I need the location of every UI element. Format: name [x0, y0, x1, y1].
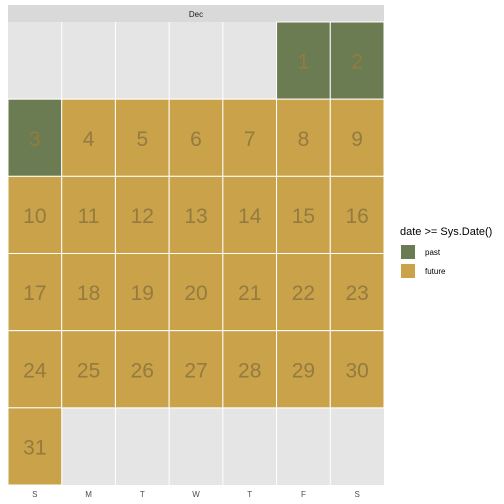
- legend-key-future: [400, 263, 416, 279]
- facet-strip: [8, 5, 384, 22]
- weekday-label-4: T: [247, 490, 252, 499]
- day-tile-3: [7, 98, 63, 177]
- legend-label-past: past: [425, 247, 441, 257]
- day-number-6: 6: [190, 128, 202, 151]
- day-number-21: 21: [238, 282, 261, 305]
- day-number-7: 7: [244, 128, 256, 151]
- legend-label-future: future: [425, 266, 446, 276]
- day-tile-26: [114, 330, 170, 409]
- day-number-12: 12: [131, 205, 154, 228]
- day-tile-23: [329, 253, 385, 332]
- weekday-label-5: F: [301, 490, 306, 499]
- day-tile-15: [276, 175, 331, 254]
- day-number-28: 28: [238, 359, 261, 382]
- weekday-label-3: W: [192, 490, 200, 499]
- day-number-24: 24: [23, 359, 47, 382]
- day-number-29: 29: [292, 359, 315, 382]
- day-number-15: 15: [292, 205, 315, 228]
- day-number-17: 17: [23, 282, 46, 305]
- day-number-11: 11: [78, 205, 100, 228]
- day-number-18: 18: [77, 282, 100, 305]
- day-tile-2: [329, 21, 385, 100]
- day-tile-10: [7, 175, 63, 254]
- legend-title: date >= Sys.Date(): [400, 226, 493, 238]
- day-tile-7: [222, 98, 278, 177]
- day-tile-20: [168, 253, 224, 332]
- day-number-22: 22: [292, 282, 315, 305]
- day-number-1: 1: [298, 51, 310, 74]
- day-tile-16: [329, 175, 385, 254]
- day-tile-24: [7, 330, 63, 409]
- day-tile-8: [276, 98, 331, 177]
- day-number-27: 27: [184, 359, 207, 382]
- day-tile-9: [329, 98, 385, 177]
- day-number-4: 4: [83, 128, 95, 151]
- day-tile-4: [61, 98, 116, 177]
- weekday-label-2: T: [140, 490, 145, 499]
- day-number-14: 14: [238, 205, 262, 228]
- day-number-9: 9: [351, 128, 363, 151]
- facet-strip-label: Dec: [189, 10, 203, 19]
- day-number-16: 16: [345, 205, 368, 228]
- day-number-26: 26: [131, 359, 154, 382]
- weekday-label-0: S: [32, 490, 37, 499]
- day-number-20: 20: [184, 282, 207, 305]
- day-tile-11: [61, 175, 116, 254]
- day-tile-31: [7, 407, 63, 486]
- day-number-8: 8: [298, 128, 310, 151]
- day-tile-1: [276, 21, 331, 100]
- day-number-30: 30: [345, 359, 368, 382]
- day-tile-5: [114, 98, 170, 177]
- day-number-31: 31: [23, 436, 46, 459]
- day-number-13: 13: [184, 205, 207, 228]
- legend: date >= Sys.Date() past future: [400, 226, 500, 281]
- weekday-label-6: S: [354, 490, 359, 499]
- day-tile-21: [222, 253, 278, 332]
- day-tile-27: [168, 330, 224, 409]
- day-number-23: 23: [345, 282, 368, 305]
- day-number-19: 19: [131, 282, 154, 305]
- day-tile-25: [61, 330, 116, 409]
- day-tile-30: [329, 330, 385, 409]
- day-tile-29: [276, 330, 331, 409]
- day-tiles: [7, 21, 385, 486]
- legend-key-past: [400, 244, 416, 260]
- day-number-5: 5: [136, 128, 148, 151]
- day-tile-14: [222, 175, 278, 254]
- day-number-3: 3: [29, 128, 41, 151]
- legend-item-future: future: [400, 262, 500, 280]
- day-number-10: 10: [23, 205, 46, 228]
- legend-item-past: past: [400, 243, 500, 261]
- day-tile-28: [222, 330, 278, 409]
- day-tile-18: [61, 253, 116, 332]
- day-number-2: 2: [351, 51, 363, 74]
- weekday-label-1: M: [85, 490, 92, 499]
- day-number-25: 25: [77, 359, 100, 382]
